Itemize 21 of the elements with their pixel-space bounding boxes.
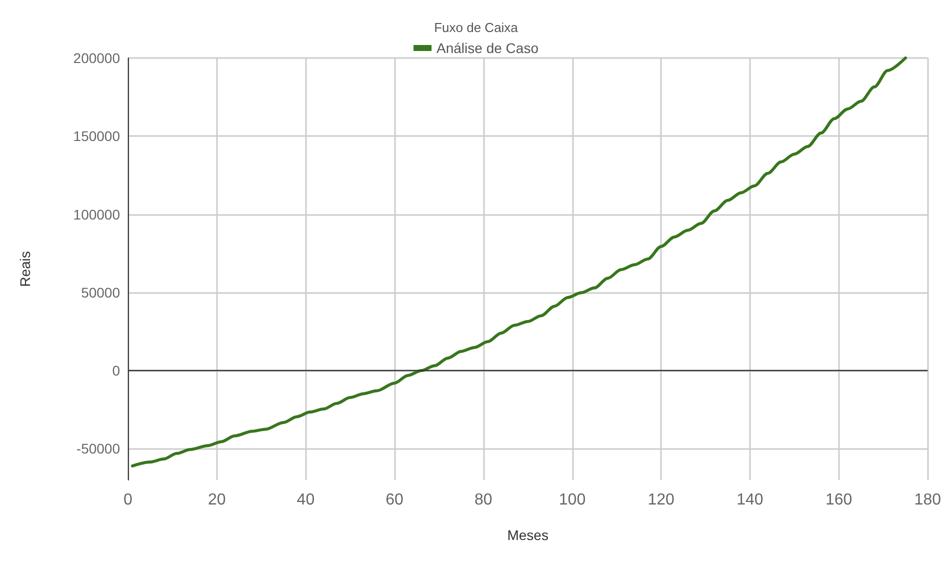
x-tick-label: 160 (825, 492, 852, 508)
y-tick-label: 0 (112, 362, 120, 379)
y-axis-title: Reais (17, 251, 33, 287)
y-tick-label: 100000 (73, 206, 120, 222)
y-tick-label: 50000 (81, 284, 120, 300)
x-axis-title: Meses (507, 527, 548, 543)
x-tick-label: 20 (208, 492, 226, 508)
x-tick-label: 120 (648, 492, 675, 508)
x-tick-label: 40 (296, 492, 315, 508)
x-tick-label: 180 (914, 492, 942, 508)
x-tick-label: 80 (474, 492, 492, 508)
y-tick-label: 150000 (73, 128, 120, 144)
x-tick-label: 140 (736, 492, 764, 508)
line-series (130, 56, 907, 468)
x-tick-label: 100 (558, 492, 586, 508)
y-tick-label: -50000 (76, 440, 120, 457)
y-tick-label: 200000 (73, 50, 120, 66)
legend-label: Análise de Caso (436, 40, 539, 56)
x-tick-label: 0 (124, 492, 133, 508)
chart-title: Fuxo de Caixa (434, 20, 519, 35)
x-tick-label: 60 (386, 492, 404, 508)
